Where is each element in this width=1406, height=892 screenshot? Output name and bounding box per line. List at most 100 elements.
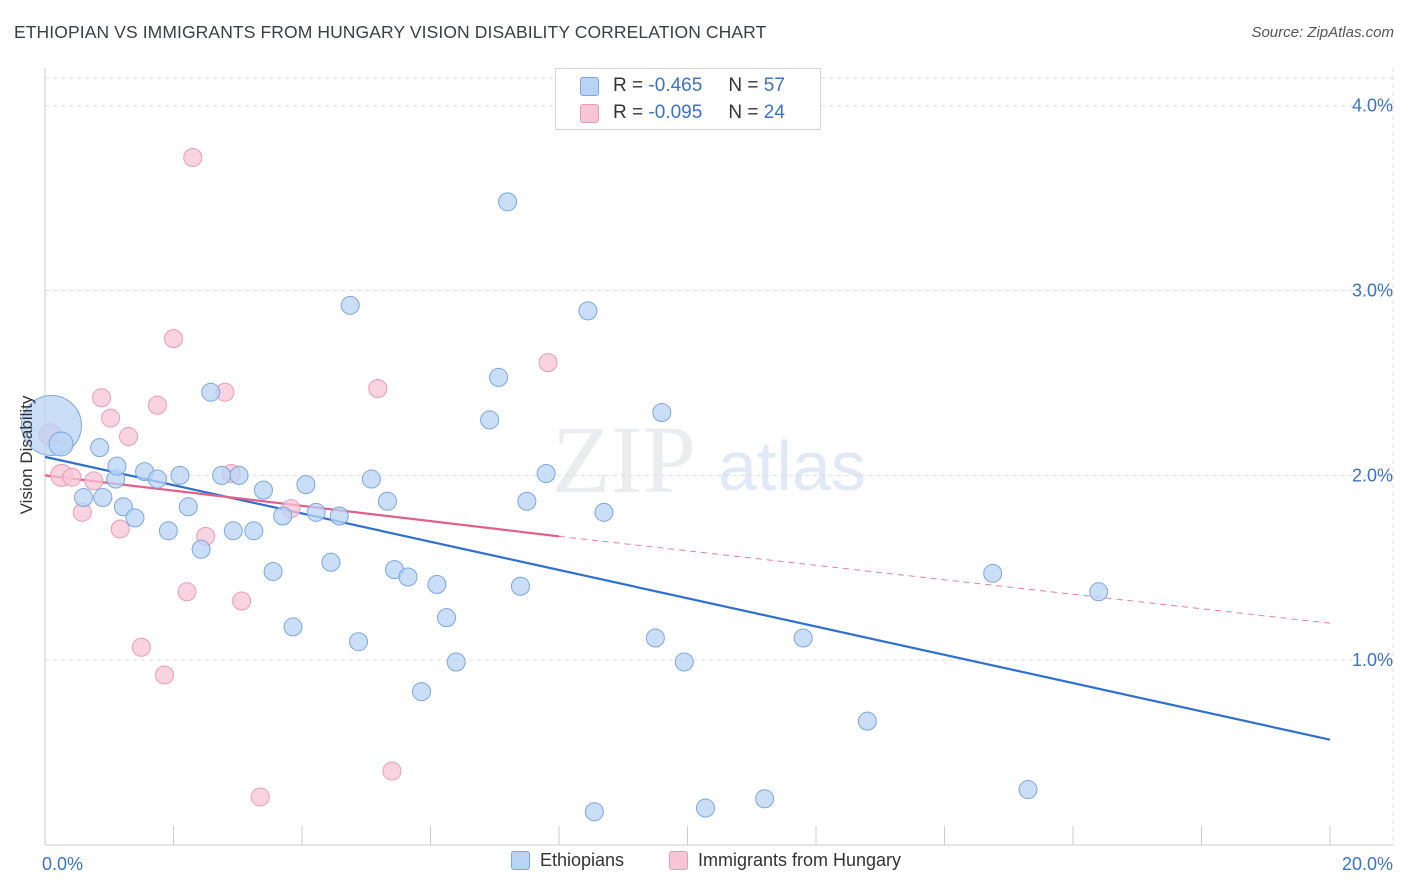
point-hungary [368, 378, 388, 398]
point-ethiopians [446, 652, 466, 672]
series-legend-ethiopians: Ethiopians [511, 850, 624, 871]
point-ethiopians [212, 465, 232, 485]
point-ethiopians [340, 295, 360, 315]
point-ethiopians [93, 488, 113, 508]
trend-line-hungary [44, 474, 560, 538]
watermark: ZIP atlas [552, 406, 866, 513]
point-hungary [232, 591, 252, 611]
legend-swatch-ethiopians [580, 76, 599, 96]
legend-row-hungary: R = -0.095 N = 24 [580, 101, 785, 125]
point-ethiopians [223, 521, 243, 541]
point-hungary [538, 353, 558, 373]
point-hungary [92, 388, 112, 408]
point-ethiopians [147, 469, 167, 489]
y-tick-label: 1.0% [1352, 650, 1393, 670]
trend-line-hungary-extension [558, 535, 1331, 624]
point-hungary [110, 519, 130, 539]
point-ethiopians [398, 567, 418, 587]
point-ethiopians [201, 382, 221, 402]
point-ethiopians [296, 475, 316, 495]
legend-n-label: N = [728, 75, 759, 96]
point-ethiopians [517, 491, 537, 511]
point-ethiopians [1018, 780, 1038, 800]
point-ethiopians [229, 465, 249, 485]
point-ethiopians [674, 652, 694, 672]
point-hungary [164, 329, 183, 349]
point-ethiopians [510, 576, 530, 596]
y-tick-label: 2.0% [1352, 465, 1393, 485]
legend-n-value: 57 [763, 75, 785, 96]
point-ethiopians [113, 497, 133, 517]
point-ethiopians [191, 539, 211, 559]
point-ethiopians [158, 521, 178, 541]
axes [44, 68, 1393, 846]
point-ethiopians [437, 608, 457, 628]
point-hungary [131, 637, 151, 657]
correlation-legend: R = -0.465 N = 57 R = -0.095 N = 24 [555, 68, 821, 130]
point-hungary [147, 395, 167, 415]
point-ethiopians [361, 469, 381, 489]
y-tick-label: 4.0% [1352, 96, 1393, 116]
point-ethiopians [178, 497, 198, 517]
point-ethiopians [594, 502, 614, 522]
point-ethiopians [329, 506, 349, 526]
trend-line-ethiopians [44, 455, 1331, 741]
point-ethiopians [244, 521, 264, 541]
point-ethiopians [125, 508, 145, 528]
legend-r-label: R = [613, 102, 644, 123]
series-swatch-ethiopians [511, 851, 530, 870]
legend-n-label: N = [728, 102, 759, 123]
trend-lines [44, 455, 1331, 741]
series-legend-hungary: Immigrants from Hungary [669, 850, 901, 871]
point-ethiopians [273, 506, 293, 526]
point-ethiopians [480, 410, 500, 430]
point-ethiopians [349, 632, 369, 652]
point-hungary [155, 665, 175, 685]
point-hungary [62, 467, 82, 487]
point-ethiopians [983, 563, 1003, 583]
series-swatch-hungary [669, 851, 688, 870]
point-ethiopians [90, 438, 110, 458]
point-ethiopians [489, 367, 509, 387]
point-ethiopians [755, 789, 775, 809]
point-ethiopians [536, 464, 556, 484]
series-legend: Ethiopians Immigrants from Hungary [0, 850, 1406, 878]
source-label: Source: ZipAtlas.com [1251, 24, 1394, 41]
point-ethiopians [645, 628, 665, 648]
point-ethiopians [578, 301, 598, 321]
point-hungary [382, 761, 402, 781]
x-tick-label: 0.0% [42, 854, 83, 874]
point-ethiopians [263, 561, 283, 581]
x-tick-labels: 0.0% 20.0% [42, 854, 1393, 874]
point-ethiopians [652, 403, 672, 423]
y-tick-labels: 1.0% 2.0% 3.0% 4.0% [1352, 96, 1393, 670]
point-ethiopians [1089, 582, 1109, 602]
legend-swatch-hungary [580, 103, 599, 123]
point-ethiopians [427, 574, 447, 594]
data-points [20, 147, 1109, 822]
point-ethiopians [377, 491, 397, 511]
watermark-zip: ZIP [552, 406, 696, 513]
point-ethiopians [48, 431, 74, 457]
legend-r-value: -0.095 [648, 102, 703, 123]
chart-title: ETHIOPIAN VS IMMIGRANTS FROM HUNGARY VIS… [14, 22, 767, 42]
point-hungary [177, 582, 197, 602]
point-hungary [84, 471, 104, 491]
point-ethiopians [170, 465, 190, 485]
point-ethiopians [283, 617, 303, 637]
point-hungary [101, 408, 121, 428]
point-ethiopians [107, 456, 127, 476]
legend-row-ethiopians: R = -0.465 N = 57 [580, 74, 785, 98]
point-ethiopians [321, 552, 341, 572]
point-ethiopians [793, 628, 813, 648]
series-name-hungary: Immigrants from Hungary [698, 850, 902, 870]
series-name-ethiopians: Ethiopians [540, 850, 625, 870]
x-tick-label: 20.0% [1342, 854, 1393, 874]
y-tick-label: 3.0% [1352, 281, 1393, 301]
legend-r-label: R = [613, 75, 644, 96]
grid-lines [45, 68, 1394, 845]
legend-n-value: 24 [763, 102, 785, 123]
point-hungary [119, 427, 139, 447]
point-ethiopians [857, 711, 877, 731]
